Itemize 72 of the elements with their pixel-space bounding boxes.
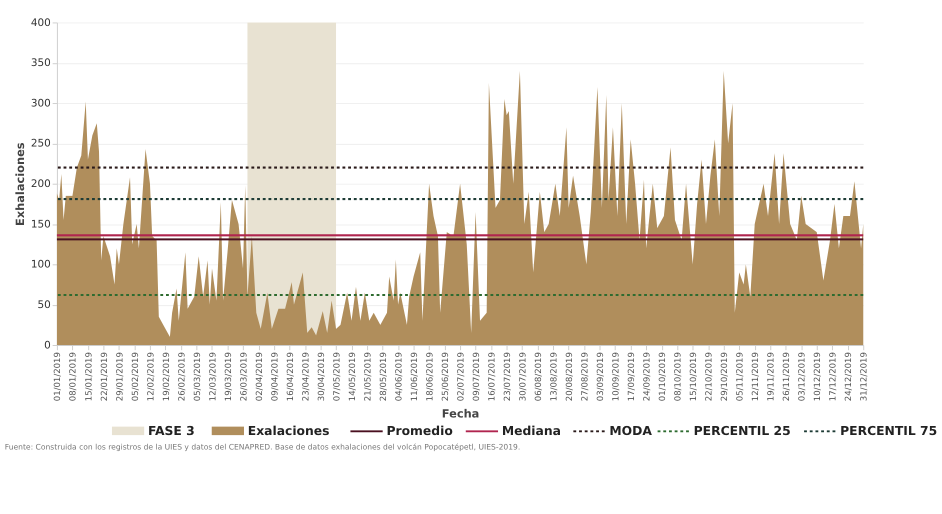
x-tick-label: 17/09/2019 <box>626 352 637 402</box>
x-tick-label: 19/03/2019 <box>224 352 234 402</box>
source-note: Fuente: Construida con los registros de la UIES y datos del CENAPRED. Base de datos exhalaciones del volcán Popocatépetl, UIES-2019. <box>4 442 520 452</box>
x-tick-label: 24/12/2019 <box>844 352 854 402</box>
x-tick-label: 15/10/2019 <box>689 352 700 402</box>
x-tick-label: 28/05/2019 <box>378 352 389 402</box>
x-tick-label: 14/05/2019 <box>348 352 358 402</box>
x-tick-label: 03/12/2019 <box>798 352 808 402</box>
x-tick-label: 02/04/2019 <box>254 352 265 402</box>
x-tick-label: 07/05/2019 <box>332 352 342 402</box>
x-tick-label: 09/04/2019 <box>270 352 280 402</box>
x-tick-label: 26/11/2019 <box>782 352 792 402</box>
x-tick-label: 29/10/2019 <box>720 352 730 402</box>
x-tick-label: 15/01/2019 <box>84 352 94 402</box>
legend-label: PERCENTIL 25 <box>694 424 791 438</box>
y-tick-label: 400 <box>30 16 51 29</box>
x-tick-label: 09/07/2019 <box>472 352 482 402</box>
x-tick-label: 26/03/2019 <box>239 352 250 402</box>
x-tick-label: 12/03/2019 <box>208 352 218 402</box>
x-tick-label: 01/01/2019 <box>53 352 64 402</box>
x-tick-label: 04/06/2019 <box>394 352 404 402</box>
x-tick-label: 19/02/2019 <box>162 352 172 402</box>
x-tick-label: 23/04/2019 <box>301 352 312 402</box>
x-tick-label: 03/09/2019 <box>596 352 606 402</box>
legend-label: PERCENTIL 75 <box>840 424 938 438</box>
x-tick-label: 10/09/2019 <box>611 352 622 402</box>
x-tick-label: 17/12/2019 <box>828 352 839 402</box>
x-tick-label: 27/08/2019 <box>580 352 590 402</box>
x-tick-label: 29/01/2019 <box>115 352 126 402</box>
x-tick-label: 02/07/2019 <box>456 352 466 402</box>
y-tick-label: 0 <box>44 339 51 352</box>
y-tick-label: 300 <box>30 97 51 110</box>
x-tick-label: 25/06/2019 <box>440 352 451 402</box>
y-tick-label: 200 <box>30 178 51 190</box>
x-tick-label: 16/04/2019 <box>286 352 296 402</box>
x-tick-label: 31/12/2019 <box>860 352 870 402</box>
x-tick-label: 08/10/2019 <box>674 352 684 402</box>
legend-label: Exalaciones <box>248 424 330 438</box>
x-tick-label: 24/09/2019 <box>642 352 652 402</box>
x-tick-label: 06/08/2019 <box>534 352 544 402</box>
x-tick-label: 12/11/2019 <box>751 352 762 402</box>
legend-label: Mediana <box>502 424 561 438</box>
legend-label: MODA <box>609 424 652 438</box>
x-tick-label: 30/04/2019 <box>316 352 327 402</box>
x-tick-label: 05/03/2019 <box>192 352 203 402</box>
y-tick-label: 100 <box>30 258 51 271</box>
x-tick-label: 26/02/2019 <box>177 352 188 402</box>
x-tick-label: 22/01/2019 <box>100 352 110 402</box>
y-axis-title: Exhalaciones <box>13 142 28 226</box>
x-tick-label: 21/05/2019 <box>363 352 374 402</box>
x-tick-label: 22/10/2019 <box>704 352 715 402</box>
y-tick-label: 150 <box>30 218 51 230</box>
x-tick-label: 12/02/2019 <box>146 352 156 402</box>
x-tick-label: 13/08/2019 <box>549 352 560 402</box>
x-axis-title: Fecha <box>442 406 480 420</box>
x-tick-label: 23/07/2019 <box>502 352 513 402</box>
legend-label: FASE 3 <box>148 424 195 438</box>
x-tick-label: 01/10/2019 <box>658 352 668 402</box>
y-tick-label: 350 <box>30 57 51 70</box>
x-tick-label: 16/07/2019 <box>487 352 498 402</box>
x-tick-label: 30/07/2019 <box>518 352 528 402</box>
x-tick-label: 05/02/2019 <box>130 352 141 402</box>
x-tick-label: 19/11/2019 <box>766 352 777 402</box>
legend-label: Promedio <box>386 424 453 438</box>
y-tick-label: 50 <box>37 298 51 311</box>
x-tick-label: 08/01/2019 <box>68 352 79 402</box>
x-tick-label: 05/11/2019 <box>736 352 746 402</box>
x-tick-label: 11/06/2019 <box>410 352 420 402</box>
x-tick-label: 10/12/2019 <box>813 352 824 402</box>
y-tick-label: 250 <box>30 138 51 150</box>
x-tick-label: 18/06/2019 <box>425 352 436 402</box>
x-tick-label: 20/08/2019 <box>564 352 575 402</box>
